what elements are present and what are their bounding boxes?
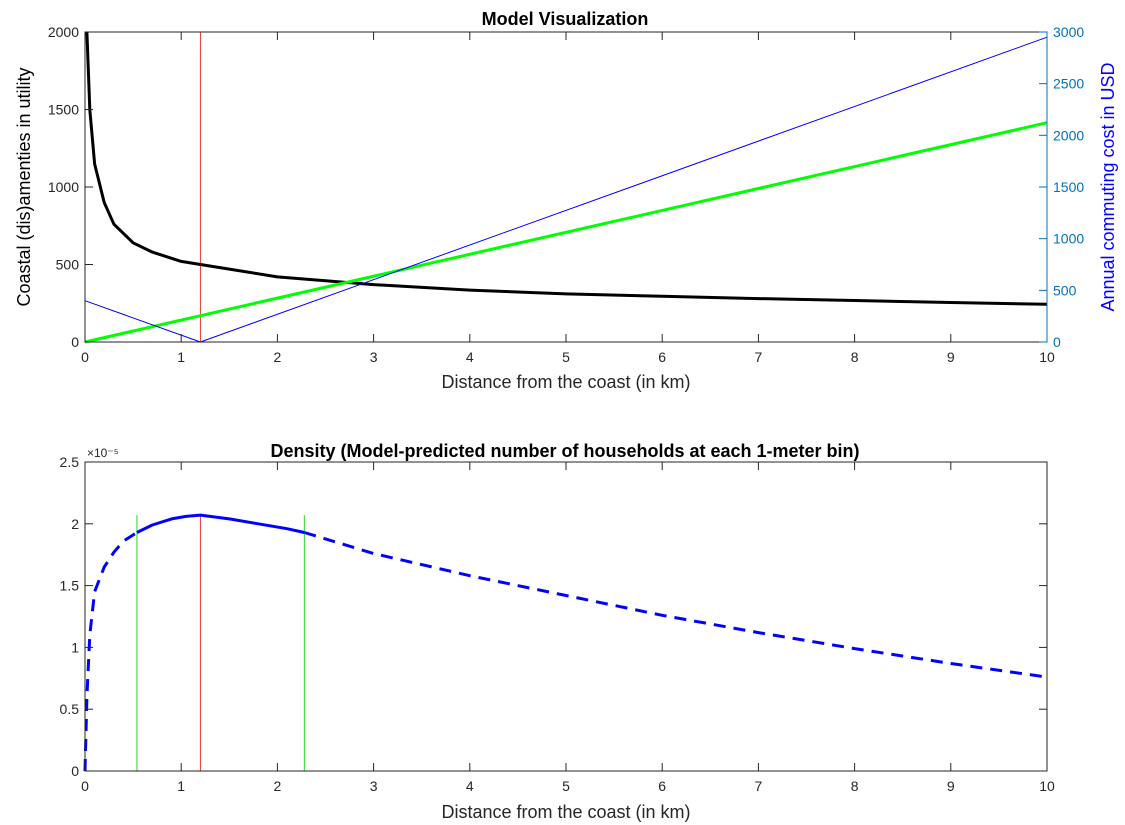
chart2-x-tick-label: 6 <box>658 778 666 794</box>
chart2-x-tick-label: 0 <box>81 778 89 794</box>
chart1-x-tick-label: 1 <box>177 349 185 365</box>
chart1-x-tick-label: 9 <box>947 349 955 365</box>
chart1-x-axis-label: Distance from the coast (in km) <box>441 372 690 392</box>
chart1-y-tick-label-right: 3000 <box>1053 24 1084 40</box>
chart2-series-line-0 <box>83 531 138 772</box>
chart2-y-tick-label: 0 <box>71 763 79 779</box>
chart2-marks <box>83 513 1048 772</box>
chart2-x-tick-label: 10 <box>1039 778 1055 794</box>
chart1-x-tick-label: 8 <box>851 349 859 365</box>
chart2-title: Density (Model-predicted number of house… <box>270 441 859 461</box>
chart2-x-axis-label: Distance from the coast (in km) <box>441 802 690 822</box>
chart1-y-axis-label-right: Annual commuting cost in USD <box>1098 62 1118 311</box>
chart2-x-tick-label: 9 <box>947 778 955 794</box>
chart1-y-tick-label-right: 500 <box>1053 282 1077 298</box>
chart2-x-tick-label: 5 <box>562 778 570 794</box>
model-visualization-chart: Model Visualization 0 1 2 3 4 5 6 7 8 9 10 0 500 100… <box>14 9 1118 392</box>
chart1-y-tick-label: 0 <box>71 334 79 350</box>
chart2-y-tick-label: 2.5 <box>60 454 80 470</box>
chart1-series-line-1 <box>84 121 1048 344</box>
chart2-y-ticks: 0 0.5 1 1.5 2 2.5 <box>60 454 1047 779</box>
chart1-series-line-0 <box>85 31 1048 306</box>
chart1-y-tick-label: 1000 <box>48 179 79 195</box>
chart2-y-exponent: ×10⁻⁵ <box>87 446 119 460</box>
chart1-x-tick-label: 10 <box>1039 349 1055 365</box>
chart2-x-tick-label: 7 <box>755 778 763 794</box>
chart2-series-line-2 <box>303 531 1048 679</box>
chart2-x-tick-label: 8 <box>851 778 859 794</box>
chart1-y-tick-label-right: 0 <box>1053 334 1061 350</box>
chart1-y-tick-label-right: 2000 <box>1053 127 1084 143</box>
chart1-y-ticks: 0 500 1000 1500 2000 <box>48 24 93 350</box>
chart1-x-tick-label: 3 <box>370 349 378 365</box>
chart1-y-tick-label-right: 1500 <box>1053 179 1084 195</box>
chart1-y-tick-label: 2000 <box>48 24 79 40</box>
chart1-x-tick-label: 0 <box>81 349 89 365</box>
chart1-y-tick-label: 1500 <box>48 102 79 118</box>
density-chart: Density (Model-predicted number of house… <box>60 441 1055 822</box>
chart1-y-axis-label: Coastal (dis)amenties in utility <box>14 67 34 306</box>
chart2-y-tick-label: 0.5 <box>60 701 80 717</box>
chart1-y-tick-label-right: 2500 <box>1053 76 1084 92</box>
chart1-title: Model Visualization <box>482 9 649 29</box>
chart2-x-ticks: 0 1 2 3 4 5 6 7 8 9 10 <box>81 462 1055 794</box>
chart2-x-tick-label: 2 <box>274 778 282 794</box>
chart1-x-ticks: 0 1 2 3 4 5 6 7 8 9 10 <box>81 32 1055 365</box>
chart1-y-tick-label: 500 <box>56 257 80 273</box>
chart1-x-tick-label: 6 <box>658 349 666 365</box>
chart1-x-tick-label: 5 <box>562 349 570 365</box>
chart1-x-tick-label: 7 <box>755 349 763 365</box>
chart2-x-tick-label: 4 <box>466 778 474 794</box>
chart1-y-tick-label-right: 1000 <box>1053 231 1084 247</box>
chart1-y-ticks-right: 0 500 1000 1500 2000 2500 3000 <box>1039 24 1084 350</box>
chart1-x-tick-label: 2 <box>274 349 282 365</box>
chart2-series-line-1 <box>136 513 305 534</box>
chart2-y-tick-label: 2 <box>71 516 79 532</box>
chart2-y-tick-label: 1.5 <box>60 578 80 594</box>
chart2-x-tick-label: 1 <box>177 778 185 794</box>
chart2-x-tick-label: 3 <box>370 778 378 794</box>
chart1-x-tick-label: 4 <box>466 349 474 365</box>
chart2-y-tick-label: 1 <box>71 639 79 655</box>
